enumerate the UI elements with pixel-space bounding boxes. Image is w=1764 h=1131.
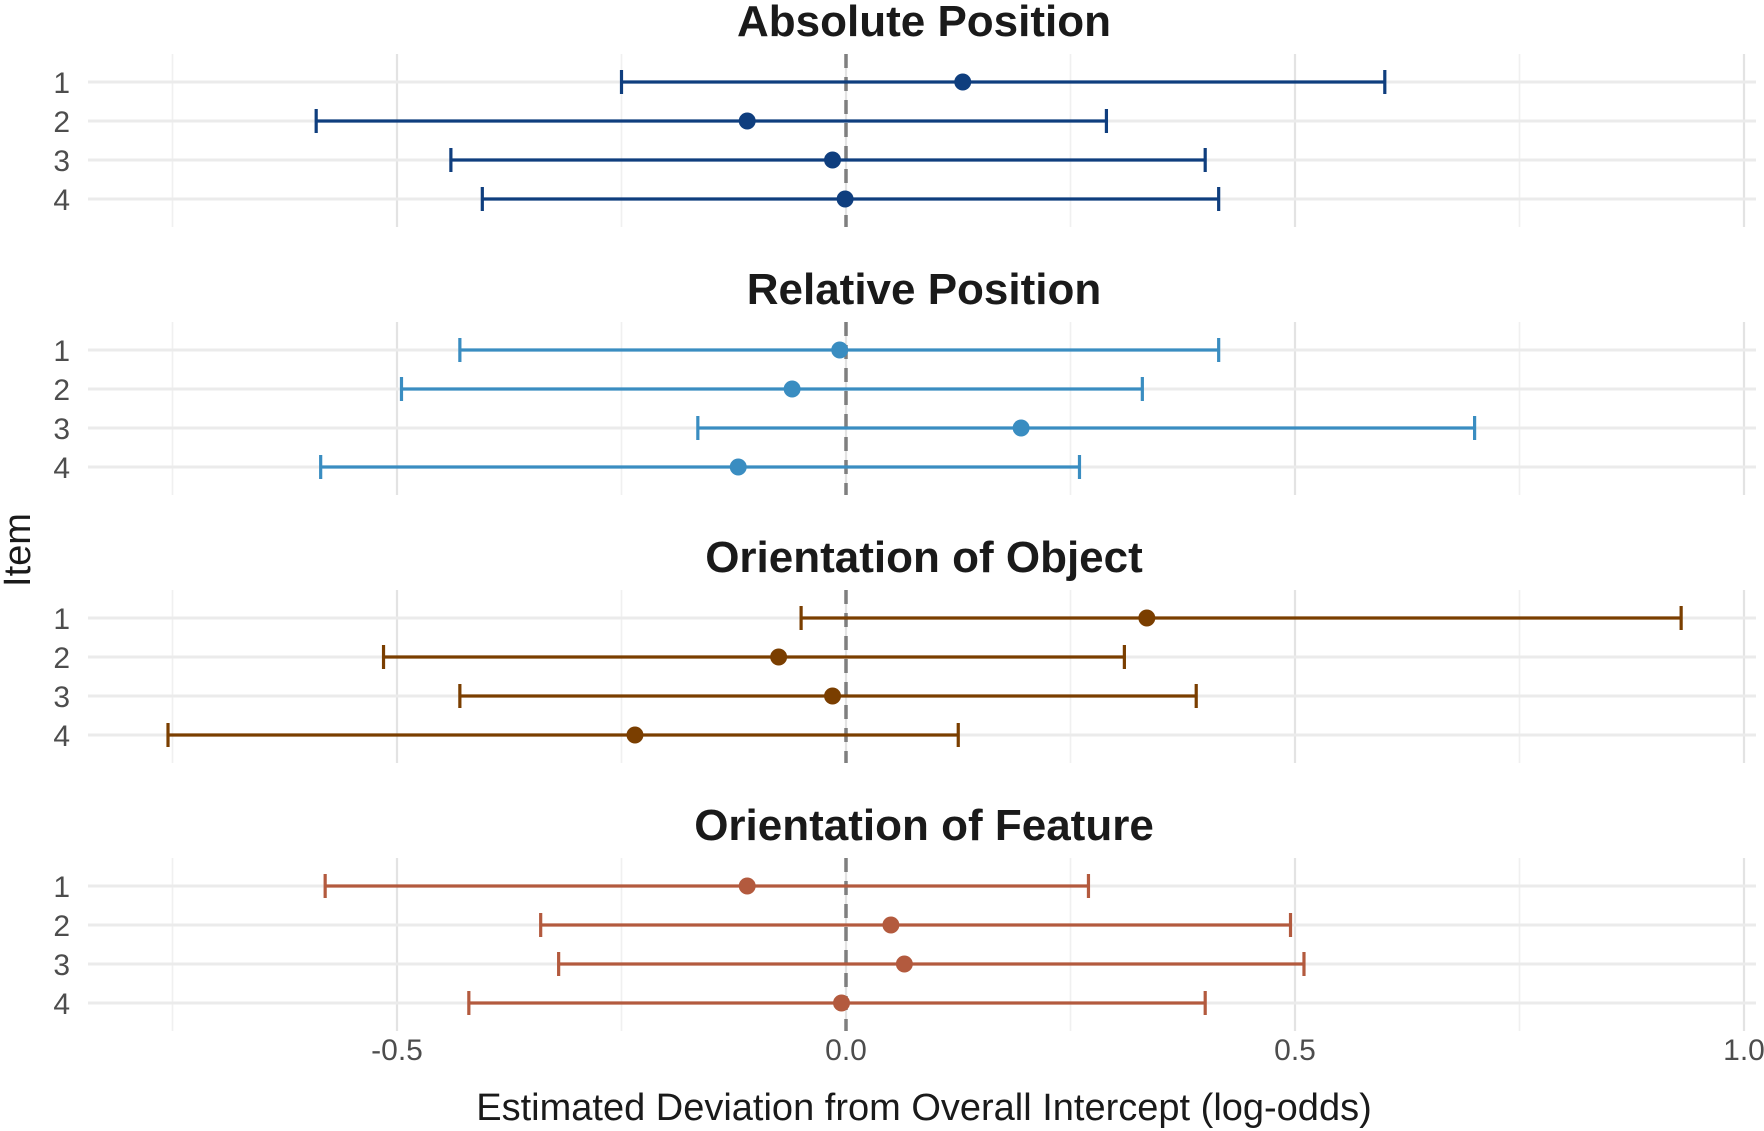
y-tick-label: 1 (53, 335, 70, 368)
x-tick-label: 1.0 (1723, 1034, 1764, 1067)
interval-row: 1 (53, 335, 1221, 368)
panel-2: Relative Position 1 2 3 4 (53, 265, 1477, 495)
point-estimate (833, 994, 851, 1012)
x-tick-label: 0.5 (1274, 1034, 1316, 1067)
point-estimate (738, 877, 756, 895)
y-tick-label: 4 (53, 988, 70, 1021)
point-estimate (783, 380, 801, 398)
y-tick-label: 3 (53, 681, 70, 714)
point-estimate (824, 687, 842, 705)
panel-title: Orientation of Feature (694, 801, 1154, 850)
interval-row: 1 (53, 603, 1683, 636)
y-tick-label: 3 (53, 413, 70, 446)
y-tick-label: 4 (53, 452, 70, 485)
y-tick-label: 3 (53, 949, 70, 982)
interval-row: 4 (53, 452, 1082, 485)
interval-row: 2 (53, 106, 1109, 139)
x-tick-label: 0.0 (825, 1034, 867, 1067)
x-tick-label: -0.5 (371, 1034, 423, 1067)
point-estimate (882, 916, 900, 934)
interval-row: 4 (53, 184, 1221, 217)
interval-row: 2 (53, 642, 1126, 675)
interval-row: 1 (53, 67, 1387, 100)
point-estimate (836, 190, 854, 208)
y-tick-label: 1 (53, 871, 70, 904)
y-tick-label: 2 (53, 910, 70, 943)
panel-4: Orientation of Feature 1 2 3 4 (53, 801, 1306, 1031)
point-estimate (729, 458, 747, 476)
y-tick-label: 2 (53, 106, 70, 139)
interval-row: 3 (53, 949, 1306, 982)
panel-1: Absolute Position 1 2 3 4 (53, 0, 1387, 227)
panel-3: Orientation of Object 1 2 3 4 (53, 533, 1683, 763)
point-estimate (824, 151, 842, 169)
point-estimate (1012, 419, 1030, 437)
interval-row: 3 (53, 681, 1198, 714)
point-estimate (770, 648, 788, 666)
panel-title: Absolute Position (737, 0, 1111, 46)
interval-row: 3 (53, 413, 1477, 446)
y-tick-label: 2 (53, 374, 70, 407)
point-estimate (626, 726, 644, 744)
interval-row: 2 (53, 910, 1293, 943)
y-axis-title: Item (0, 513, 39, 587)
point-estimate (954, 73, 972, 91)
x-axis-title: Estimated Deviation from Overall Interce… (476, 1087, 1371, 1129)
panel-title: Relative Position (747, 265, 1102, 314)
y-tick-label: 1 (53, 603, 70, 636)
y-tick-label: 1 (53, 67, 70, 100)
interval-row: 3 (53, 145, 1207, 178)
interval-row: 1 (53, 871, 1091, 904)
point-estimate (1138, 609, 1156, 627)
interval-row: 4 (53, 988, 1207, 1021)
y-tick-label: 4 (53, 720, 70, 753)
interval-row: 4 (53, 720, 960, 753)
panel-title: Orientation of Object (705, 533, 1143, 582)
point-estimate (831, 341, 849, 359)
y-tick-label: 2 (53, 642, 70, 675)
point-estimate (738, 112, 756, 130)
interval-row: 2 (53, 374, 1144, 407)
y-tick-label: 3 (53, 145, 70, 178)
y-tick-label: 4 (53, 184, 70, 217)
point-estimate (895, 955, 913, 973)
